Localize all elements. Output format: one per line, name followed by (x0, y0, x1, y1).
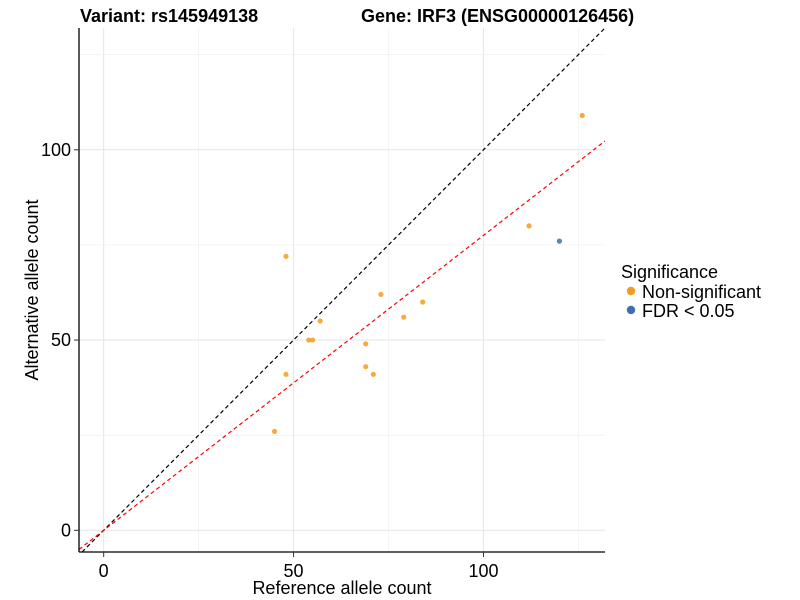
data-point (556, 238, 563, 244)
legend-swatch-fdr (626, 305, 636, 315)
reference-line-fit (78, 140, 606, 550)
data-point (271, 428, 278, 434)
x-tick-label: 0 (99, 561, 109, 581)
data-point (378, 291, 384, 297)
data-point (401, 314, 407, 320)
y-axis-title: Alternative allele count (22, 199, 42, 380)
x-tick-label: 50 (284, 561, 304, 581)
reference-lines (78, 27, 606, 553)
data-point (306, 337, 312, 343)
y-tick-label: 50 (51, 330, 71, 350)
x-axis-title: Reference allele count (252, 578, 431, 598)
x-axis-ticks: 0 50 100 (99, 552, 498, 581)
chart-title-variant: Variant: rs145949138 (80, 6, 258, 26)
data-point (363, 364, 369, 370)
legend-label-fdr: FDR < 0.05 (642, 301, 735, 321)
data-points (271, 112, 585, 434)
data-point (370, 371, 376, 377)
x-tick-label: 100 (468, 561, 498, 581)
legend-label-non-significant: Non-significant (642, 282, 761, 302)
grid-lines (79, 28, 605, 552)
y-tick-label: 0 (61, 520, 71, 540)
data-point (309, 337, 316, 343)
chart-title-gene: Gene: IRF3 (ENSG00000126456) (361, 6, 634, 26)
data-point (283, 253, 289, 259)
data-point (526, 223, 532, 229)
y-axis-ticks: 0 50 100 (41, 140, 79, 540)
legend-swatch-non-significant (626, 286, 636, 296)
reference-line-identity (81, 27, 606, 553)
data-point (317, 318, 323, 324)
data-point (283, 371, 289, 377)
data-point (363, 341, 369, 347)
legend: Significance Non-significant FDR < 0.05 (621, 262, 761, 321)
data-point (420, 299, 426, 305)
data-point (579, 112, 585, 119)
legend-title: Significance (621, 262, 718, 282)
y-tick-label: 100 (41, 140, 71, 160)
